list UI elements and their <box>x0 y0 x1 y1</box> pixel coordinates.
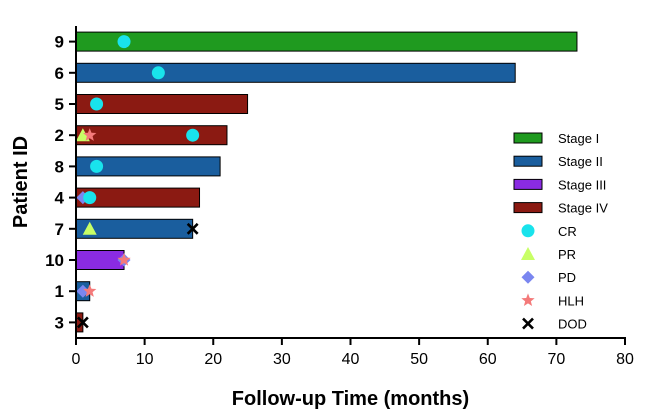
y-tick-label-patient-1: 1 <box>55 282 64 301</box>
legend-star-icon <box>521 293 535 307</box>
marker-pr-patient-7 <box>82 221 97 235</box>
marker-hlh-patient-1 <box>83 284 97 297</box>
legend-item-dod: DOD <box>522 317 587 332</box>
legend-item-hlh: HLH <box>521 293 584 308</box>
marker-pd-patient-1 <box>76 284 90 298</box>
legend-label: Stage III <box>558 177 606 192</box>
legend-label: CR <box>558 224 577 239</box>
legend-item-stage-iii: Stage III <box>513 177 606 192</box>
legend-label: PD <box>558 270 576 285</box>
marker-cr-patient-6 <box>151 66 165 80</box>
legend-item-pr: PR <box>521 247 576 262</box>
events-layer <box>75 35 200 329</box>
marker-cr-patient-5 <box>90 97 104 111</box>
marker-dod-patient-7 <box>186 222 199 235</box>
legend-label: Stage II <box>558 154 603 169</box>
legend-label: Stage I <box>558 131 599 146</box>
bar-patient-10 <box>75 250 125 270</box>
legend-swatch <box>513 178 543 190</box>
legend-label: DOD <box>558 317 587 332</box>
marker-cr-patient-4 <box>83 191 97 205</box>
legend-swatch <box>513 202 543 214</box>
marker-cr-patient-8 <box>90 159 104 173</box>
legend-diamond-icon <box>521 270 535 284</box>
legend-item-stage-ii: Stage II <box>513 154 603 169</box>
legend-circle-icon <box>521 224 535 238</box>
y-tick-label-patient-10: 10 <box>45 251 64 270</box>
legend-swatch <box>513 155 543 167</box>
legend: Stage I Stage II Stage III Stage IV CR PR PD HL… <box>513 131 608 332</box>
legend-triangle-icon <box>521 247 535 260</box>
marker-cr-patient-9 <box>117 35 131 49</box>
bar-patient-9 <box>75 31 578 52</box>
bar-patient-2 <box>75 125 228 146</box>
x-tick-label: 60 <box>479 351 497 368</box>
y-tick-label-patient-6: 6 <box>55 64 64 83</box>
y-axis-title: Patient ID <box>10 136 32 228</box>
legend-item-pd: PD <box>521 270 576 285</box>
marker-hlh-patient-10 <box>117 253 131 266</box>
legend-label: PR <box>558 247 576 262</box>
legend-item-cr: CR <box>521 224 577 239</box>
x-tick-label: 10 <box>136 351 154 368</box>
y-tick-label-patient-9: 9 <box>55 33 64 52</box>
x-tick-label: 0 <box>72 351 81 368</box>
x-axis-title: Follow-up Time (months) <box>232 388 469 410</box>
legend-label: HLH <box>558 293 584 308</box>
marker-dod-patient-3 <box>76 316 89 329</box>
y-tick-label-patient-5: 5 <box>55 95 64 114</box>
bar-patient-7 <box>75 218 194 239</box>
legend-item-stage-i: Stage I <box>513 131 599 146</box>
marker-hlh-patient-2 <box>83 128 97 141</box>
marker-cr-patient-2 <box>186 128 200 142</box>
legend-label: Stage IV <box>558 201 608 216</box>
legend-item-stage-iv: Stage IV <box>513 201 608 216</box>
y-tick-label-patient-4: 4 <box>55 189 65 208</box>
x-tick-label: 20 <box>204 351 222 368</box>
x-tick-label: 40 <box>342 351 360 368</box>
legend-cross-icon <box>522 317 534 330</box>
bar-patient-6 <box>75 62 516 83</box>
legend-swatch <box>513 132 543 144</box>
y-tick-label-patient-3: 3 <box>55 313 64 332</box>
marker-pr-patient-2 <box>75 128 90 142</box>
x-tick-label: 50 <box>410 351 428 368</box>
x-tick-label: 30 <box>273 351 291 368</box>
y-tick-label-patient-2: 2 <box>55 126 64 145</box>
x-tick-label: 80 <box>616 351 634 368</box>
y-tick-label-patient-7: 7 <box>55 220 64 239</box>
x-tick-label: 70 <box>547 351 565 368</box>
y-tick-label-patient-8: 8 <box>55 157 64 176</box>
bars-layer <box>75 31 578 333</box>
